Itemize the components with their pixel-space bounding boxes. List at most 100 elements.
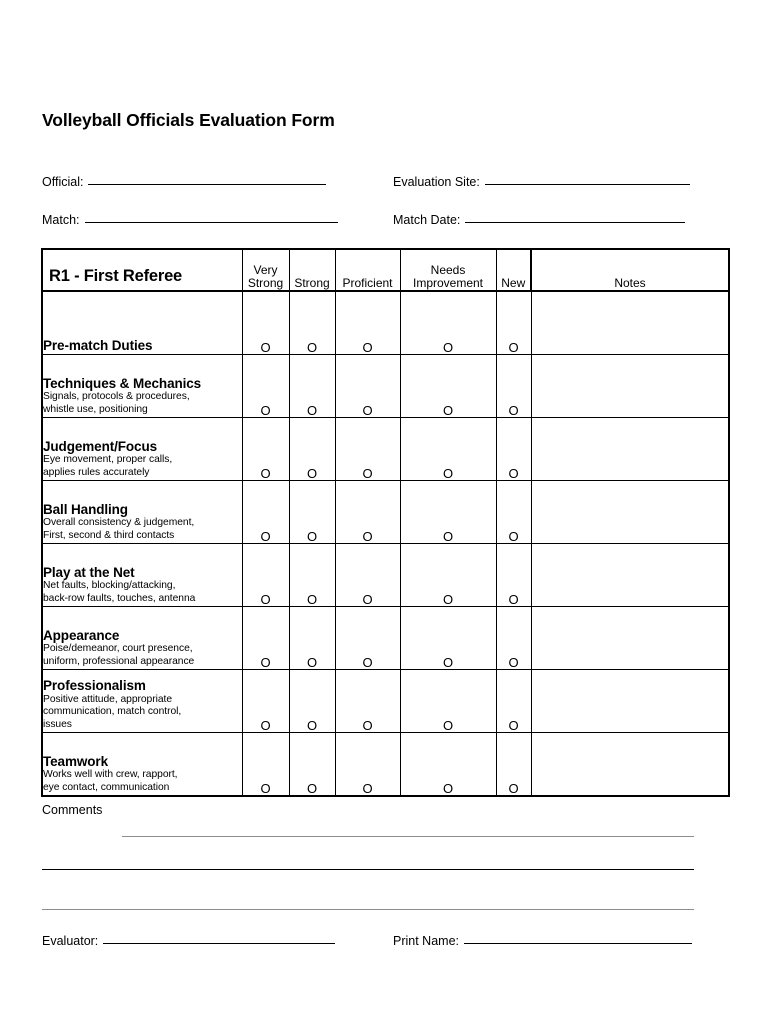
criterion-title: Teamwork [43, 753, 108, 769]
criterion-description-line: eye contact, communication [43, 782, 170, 794]
column-header-very-strong-line1: Very [253, 263, 278, 278]
evaluator-input-rule[interactable] [103, 943, 336, 944]
notes-cell[interactable] [530, 480, 730, 544]
match-input-rule[interactable] [84, 222, 338, 223]
evaluation-site-input-rule[interactable] [484, 184, 690, 185]
rating-option-proficient[interactable]: O [334, 417, 401, 481]
rating-option-strong[interactable]: O [288, 669, 336, 733]
column-header-very-strong: Very Strong [241, 249, 290, 292]
evaluator-label: Evaluator: [42, 934, 99, 948]
rating-option-needs-improvement[interactable]: O [399, 606, 497, 670]
rating-option-strong[interactable]: O [288, 480, 336, 544]
comments-line-3[interactable] [42, 909, 694, 910]
evaluation-site-field[interactable]: Evaluation Site: [393, 175, 690, 189]
column-header-notes: Notes [530, 249, 729, 292]
column-header-very-strong-line2: Strong [247, 276, 284, 291]
table-row: Play at the Net Net faults, blocking/atta… [41, 543, 730, 607]
rating-option-needs-improvement[interactable]: O [399, 543, 497, 607]
rating-option-new[interactable]: O [495, 354, 532, 418]
criterion-cell: Appearance Poise/demeanor, court presence… [41, 606, 243, 670]
evaluator-field[interactable]: Evaluator: [42, 934, 336, 948]
comments-line-1[interactable] [122, 836, 694, 837]
criterion-description-line: Net faults, blocking/attacking, [43, 580, 176, 592]
rating-option-very-strong[interactable]: O [241, 543, 290, 607]
table-row: Professionalism Positive attitude, approp… [41, 669, 730, 733]
print-name-label: Print Name: [393, 934, 459, 948]
criterion-description-line: Overall consistency & judgement, [43, 517, 195, 529]
rating-option-very-strong[interactable]: O [241, 417, 290, 481]
column-header-needs-improvement: Needs Improvement [399, 249, 497, 292]
rating-option-needs-improvement[interactable]: O [399, 417, 497, 481]
match-label: Match: [42, 213, 80, 227]
rating-option-strong[interactable]: O [288, 606, 336, 670]
rating-option-proficient[interactable]: O [334, 480, 401, 544]
notes-cell[interactable] [530, 669, 730, 733]
evaluation-site-label: Evaluation Site: [393, 175, 480, 189]
match-date-field[interactable]: Match Date: [393, 213, 686, 227]
rating-option-needs-improvement[interactable]: O [399, 732, 497, 796]
criterion-title: Professionalism [43, 678, 146, 694]
evaluation-table: R1 - First Referee Very Strong Strong Pr… [41, 248, 730, 797]
rating-option-needs-improvement[interactable]: O [399, 480, 497, 544]
official-field[interactable]: Official: [42, 175, 327, 189]
rating-option-new[interactable]: O [495, 480, 532, 544]
match-date-label: Match Date: [393, 213, 461, 227]
notes-cell[interactable] [530, 543, 730, 607]
rating-option-proficient[interactable]: O [334, 669, 401, 733]
comments-line-2[interactable] [42, 869, 694, 870]
criterion-description-line: Eye movement, proper calls, [43, 454, 173, 466]
official-input-rule[interactable] [88, 184, 327, 185]
rating-option-needs-improvement[interactable]: O [399, 354, 497, 418]
print-name-input-rule[interactable] [464, 943, 692, 944]
rating-option-proficient[interactable]: O [334, 732, 401, 796]
rating-option-very-strong[interactable]: O [241, 354, 290, 418]
rating-option-needs-improvement[interactable]: O [399, 669, 497, 733]
rating-option-proficient[interactable]: O [334, 291, 401, 355]
rating-option-needs-improvement[interactable]: O [399, 291, 497, 355]
rating-option-new[interactable]: O [495, 606, 532, 670]
column-header-strong: Strong [288, 249, 336, 292]
rating-option-very-strong[interactable]: O [241, 291, 290, 355]
rating-option-very-strong[interactable]: O [241, 480, 290, 544]
criterion-cell: Techniques & Mechanics Signals, protocols… [41, 354, 243, 418]
rating-option-strong[interactable]: O [288, 291, 336, 355]
notes-cell[interactable] [530, 417, 730, 481]
table-header-row: R1 - First Referee Very Strong Strong Pr… [42, 249, 729, 292]
print-name-field[interactable]: Print Name: [393, 934, 692, 948]
column-header-new: New [495, 249, 532, 292]
criterion-description-line: Signals, protocols & procedures, [43, 391, 190, 403]
criterion-title: Play at the Net [43, 564, 135, 580]
rating-option-strong[interactable]: O [288, 732, 336, 796]
notes-cell[interactable] [530, 291, 730, 355]
criterion-title: Judgement/Focus [43, 438, 158, 454]
rating-option-very-strong[interactable]: O [241, 669, 290, 733]
rating-option-new[interactable]: O [495, 732, 532, 796]
criterion-description-line: communication, match control, [43, 706, 182, 718]
rating-option-new[interactable]: O [495, 291, 532, 355]
criterion-description-line: Works well with crew, rapport, [43, 769, 178, 781]
criterion-title: Pre-match Duties [43, 338, 153, 354]
rating-option-new[interactable]: O [495, 543, 532, 607]
rating-option-strong[interactable]: O [288, 354, 336, 418]
notes-cell[interactable] [530, 354, 730, 418]
rating-option-proficient[interactable]: O [334, 543, 401, 607]
table-row: Teamwork Works well with crew, rapport, ey… [41, 732, 730, 796]
criterion-description-line: applies rules accurately [43, 467, 150, 479]
notes-cell[interactable] [530, 732, 730, 796]
table-row: Judgement/Focus Eye movement, proper call… [41, 417, 730, 481]
match-date-input-rule[interactable] [465, 222, 686, 223]
rating-option-very-strong[interactable]: O [241, 732, 290, 796]
rating-option-new[interactable]: O [495, 669, 532, 733]
match-field[interactable]: Match: [42, 213, 338, 227]
rating-option-strong[interactable]: O [288, 417, 336, 481]
rating-option-proficient[interactable]: O [334, 354, 401, 418]
table-row: Ball Handling Overall consistency & judge… [41, 480, 730, 544]
rating-option-very-strong[interactable]: O [241, 606, 290, 670]
criterion-description-line: Positive attitude, appropriate [43, 693, 173, 705]
notes-cell[interactable] [530, 606, 730, 670]
rating-option-strong[interactable]: O [288, 543, 336, 607]
criterion-description-line: uniform, professional appearance [43, 656, 195, 668]
rating-option-new[interactable]: O [495, 417, 532, 481]
rating-option-proficient[interactable]: O [334, 606, 401, 670]
